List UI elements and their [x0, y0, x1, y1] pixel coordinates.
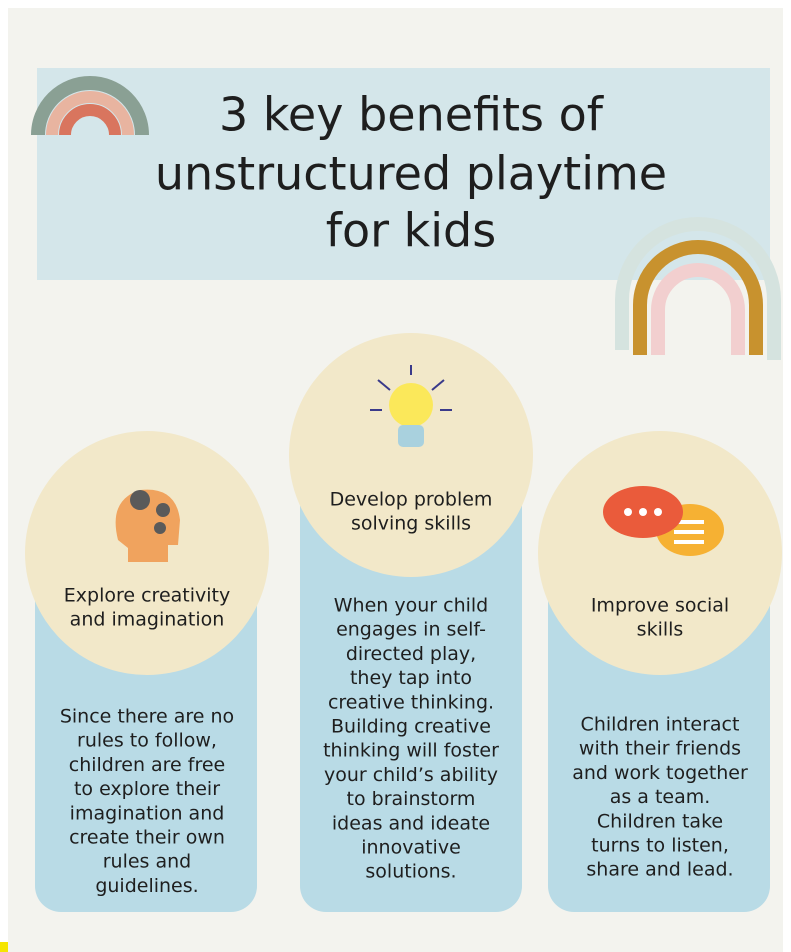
card-body: Children take: [597, 810, 723, 832]
card-body: When your child: [334, 595, 488, 617]
card-body: imagination and: [70, 802, 225, 824]
card-heading: Develop problem: [330, 489, 493, 511]
card-body: Since there are no: [60, 706, 234, 728]
card-heading: Explore creativity: [64, 585, 230, 607]
card-body: ideas and ideate: [332, 812, 490, 834]
card-body: Building creative: [331, 716, 491, 738]
card-body: to explore their: [74, 778, 220, 800]
card-body: thinking will foster: [323, 740, 499, 762]
infographic: Explore creativityand imagination Since t…: [0, 0, 791, 952]
card-body: they tap into: [350, 667, 472, 689]
card-heading: Improve social: [591, 595, 729, 617]
card-heading: solving skills: [351, 513, 471, 535]
card-body: turns to listen,: [591, 835, 729, 857]
title-line: unstructured playtime: [155, 147, 667, 201]
card-body: directed play,: [346, 643, 476, 665]
card-body: create their own: [69, 827, 225, 849]
card-body: rules to follow,: [77, 730, 217, 752]
corner-mark: [0, 942, 8, 952]
card-body: your child’s ability: [324, 764, 498, 786]
card-body: engages in self-: [336, 619, 486, 641]
card-body: and work together: [572, 762, 748, 784]
card-body: solutions.: [365, 861, 456, 883]
card-body: Children interact: [581, 714, 740, 736]
card-body: guidelines.: [95, 875, 198, 897]
card-body: with their friends: [579, 738, 741, 760]
title-line: 3 key benefits of: [219, 88, 605, 142]
card-body: rules and: [103, 851, 192, 873]
card-body: innovative: [361, 837, 461, 859]
card-body: as a team.: [610, 786, 711, 808]
card-heading: skills: [637, 619, 684, 641]
card-body: creative thinking.: [328, 691, 494, 713]
card-body: children are free: [69, 754, 226, 776]
title-line: for kids: [326, 204, 496, 258]
card-heading: and imagination: [70, 609, 225, 631]
card-body: to brainstorm: [347, 788, 476, 810]
card-body: share and lead.: [586, 859, 733, 881]
